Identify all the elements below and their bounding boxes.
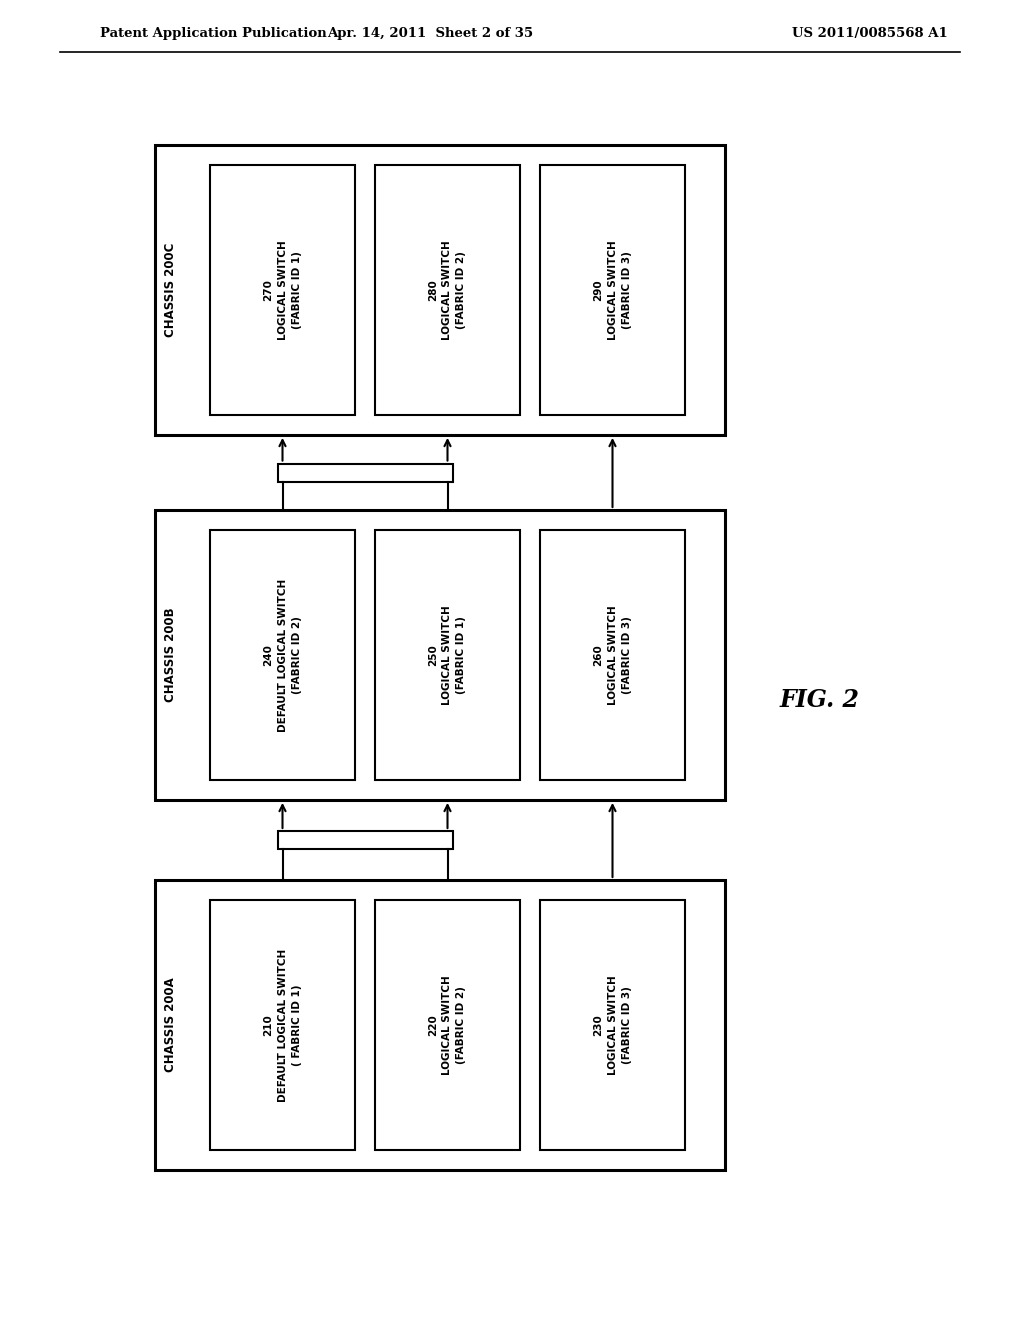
Bar (375, 531, 520, 780)
Text: 210
DEFAULT LOGICAL SWITCH
( FABRIC ID 1): 210 DEFAULT LOGICAL SWITCH ( FABRIC ID 1… (263, 948, 301, 1102)
Text: CHASSIS 200A: CHASSIS 200A (165, 978, 177, 1072)
Text: US 2011/0085568 A1: US 2011/0085568 A1 (793, 26, 948, 40)
Text: Apr. 14, 2011  Sheet 2 of 35: Apr. 14, 2011 Sheet 2 of 35 (327, 26, 534, 40)
Text: CHASSIS 200C: CHASSIS 200C (165, 243, 177, 337)
Bar (155, 880, 725, 1170)
Bar (155, 145, 725, 436)
Text: 290
LOGICAL SWITCH
(FABRIC ID 3): 290 LOGICAL SWITCH (FABRIC ID 3) (594, 240, 632, 339)
Text: CHASSIS 200B: CHASSIS 200B (165, 607, 177, 702)
Bar (210, 900, 355, 1150)
Text: 240
DEFAULT LOGICAL SWITCH
(FABRIC ID 2): 240 DEFAULT LOGICAL SWITCH (FABRIC ID 2) (263, 578, 301, 731)
Bar (375, 165, 520, 414)
Text: 230
LOGICAL SWITCH
(FABRIC ID 3): 230 LOGICAL SWITCH (FABRIC ID 3) (594, 975, 632, 1074)
Text: FIG. 2: FIG. 2 (780, 688, 860, 711)
Text: 280
LOGICAL SWITCH
(FABRIC ID 2): 280 LOGICAL SWITCH (FABRIC ID 2) (428, 240, 467, 339)
Bar (540, 531, 685, 780)
Bar (278, 463, 453, 482)
Text: 250
LOGICAL SWITCH
(FABRIC ID 1): 250 LOGICAL SWITCH (FABRIC ID 1) (428, 605, 467, 705)
Text: 270
LOGICAL SWITCH
(FABRIC ID 1): 270 LOGICAL SWITCH (FABRIC ID 1) (263, 240, 301, 339)
Bar (540, 165, 685, 414)
Bar (210, 531, 355, 780)
Text: Patent Application Publication: Patent Application Publication (100, 26, 327, 40)
Text: 260
LOGICAL SWITCH
(FABRIC ID 3): 260 LOGICAL SWITCH (FABRIC ID 3) (594, 605, 632, 705)
Bar (278, 832, 453, 849)
Bar (375, 900, 520, 1150)
Bar (540, 900, 685, 1150)
Text: 220
LOGICAL SWITCH
(FABRIC ID 2): 220 LOGICAL SWITCH (FABRIC ID 2) (428, 975, 467, 1074)
Bar (155, 510, 725, 800)
Bar (210, 165, 355, 414)
